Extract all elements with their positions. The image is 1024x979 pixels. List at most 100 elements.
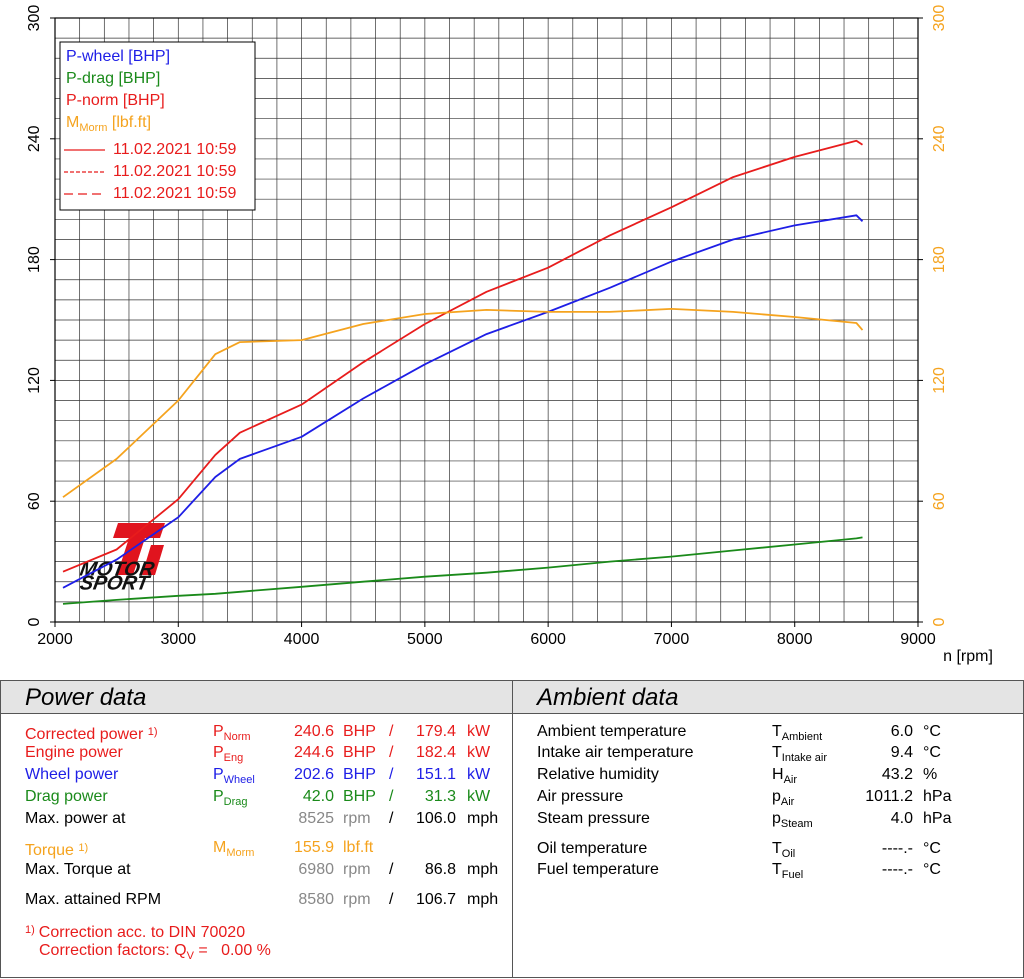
subscript: Oil bbox=[781, 848, 796, 860]
footnote: 1) Correction acc. to DIN 70020 bbox=[25, 921, 245, 942]
row-unit: °C bbox=[923, 840, 941, 857]
logo-text: SPORT bbox=[78, 572, 152, 594]
row-unit: BHP bbox=[343, 788, 376, 805]
row-unit: mph bbox=[467, 861, 499, 878]
subscript: Intake air bbox=[781, 752, 828, 764]
row-symbol: pSteam bbox=[772, 810, 813, 830]
x-tick-label: 2000 bbox=[37, 631, 73, 648]
row-sep: / bbox=[389, 723, 394, 740]
row-unit: °C bbox=[923, 723, 941, 740]
footnote-text: Correction acc. to DIN 70020 bbox=[38, 924, 246, 941]
row-sep: / bbox=[389, 766, 394, 783]
footnote-mark: 1) bbox=[147, 726, 158, 738]
series-line bbox=[62, 139, 863, 573]
legend-run-label: 11.02.2021 10:59 bbox=[113, 163, 236, 180]
row-label: Max. power at bbox=[25, 810, 126, 827]
subscript: Fuel bbox=[781, 869, 804, 881]
x-tick-label: 4000 bbox=[284, 631, 320, 648]
row-value: 43.2 bbox=[881, 766, 913, 783]
y-tick-label: 0 bbox=[26, 617, 43, 626]
y2-tick-label: 240 bbox=[931, 125, 948, 152]
series-line bbox=[62, 536, 863, 605]
row-value: 182.4 bbox=[415, 744, 456, 761]
row-unit: BHP bbox=[343, 766, 376, 783]
legend-name: M bbox=[66, 114, 79, 131]
row-value: 8525 bbox=[298, 810, 334, 827]
row-unit: rpm bbox=[343, 810, 371, 827]
row-label: Ambient temperature bbox=[537, 723, 687, 740]
y-tick-label: 60 bbox=[26, 492, 43, 510]
row-value: ----.- bbox=[881, 840, 913, 857]
row-value: 8580 bbox=[298, 891, 334, 908]
row-label: Intake air temperature bbox=[537, 744, 694, 761]
subscript: Steam bbox=[780, 818, 813, 830]
row-label: Max. Torque at bbox=[25, 861, 131, 878]
x-axis-label: n [rpm] bbox=[943, 648, 993, 665]
row-label: Relative humidity bbox=[537, 766, 659, 783]
legend-suffix: [lbf.ft] bbox=[107, 114, 151, 131]
row-unit: kW bbox=[467, 766, 491, 783]
legend-entry: P-norm [BHP] bbox=[66, 92, 165, 109]
series-line bbox=[62, 214, 864, 589]
row-value: 106.0 bbox=[415, 810, 456, 827]
subscript: Morm bbox=[226, 847, 255, 859]
x-tick-label: 8000 bbox=[777, 631, 813, 648]
subscript: Wheel bbox=[223, 774, 255, 786]
subscript: Drag bbox=[223, 796, 248, 808]
row-unit: °C bbox=[923, 744, 941, 761]
row-symbol: PEng bbox=[213, 744, 244, 764]
row-unit: °C bbox=[923, 861, 941, 878]
row-label: Max. attained RPM bbox=[25, 891, 162, 908]
row-unit: kW bbox=[467, 744, 491, 761]
row-value: 4.0 bbox=[890, 810, 913, 827]
row-symbol: PWheel bbox=[213, 766, 255, 786]
row-unit: hPa bbox=[923, 810, 952, 827]
y2-tick-label: 0 bbox=[931, 617, 948, 626]
row-unit: % bbox=[923, 766, 938, 783]
row-sep: / bbox=[389, 891, 394, 908]
row-sep: / bbox=[389, 744, 394, 761]
row-symbol: PNorm bbox=[213, 723, 251, 743]
row-unit: rpm bbox=[343, 861, 371, 878]
row-symbol: TOil bbox=[772, 840, 796, 860]
x-tick-label: 7000 bbox=[654, 631, 690, 648]
row-unit: kW bbox=[467, 723, 491, 740]
power-panel: Power data Corrected power 1) PNorm 240.6 B… bbox=[0, 680, 513, 978]
row-symbol: TAmbient bbox=[772, 723, 823, 743]
footnote-factors: Correction factors: QV = 0.00 % bbox=[39, 942, 271, 962]
row-value: 240.6 bbox=[293, 723, 334, 740]
row-value: 179.4 bbox=[415, 723, 456, 740]
row-symbol: MMorm bbox=[213, 839, 255, 859]
row-value: 202.6 bbox=[293, 766, 334, 783]
row-value: 6.0 bbox=[890, 723, 913, 740]
legend-name: P-drag [BHP] bbox=[66, 70, 160, 87]
row-value: 42.0 bbox=[302, 788, 334, 805]
row-sep: / bbox=[389, 861, 394, 878]
row-symbol: TIntake air bbox=[772, 744, 828, 764]
row-unit: rpm bbox=[343, 891, 371, 908]
row-value: 155.9 bbox=[293, 839, 334, 856]
footnote-mark: 1) bbox=[25, 924, 35, 936]
footnote-mark: 1) bbox=[78, 842, 89, 854]
legend-box bbox=[59, 41, 256, 211]
subscript: Ambient bbox=[781, 731, 823, 743]
row-value: 86.8 bbox=[424, 861, 456, 878]
row-label: Oil temperature bbox=[537, 840, 648, 857]
y-tick-label: 240 bbox=[26, 125, 43, 152]
subscript: Norm bbox=[223, 731, 251, 743]
legend-entry: P-drag [BHP] bbox=[66, 70, 160, 87]
series-line bbox=[62, 308, 864, 498]
row-symbol: HAir bbox=[772, 766, 798, 786]
row-value: 106.7 bbox=[415, 891, 456, 908]
row-value: 151.1 bbox=[415, 766, 456, 783]
power-header: Power data bbox=[1, 681, 512, 714]
plot-frame bbox=[54, 17, 919, 623]
row-label: Corrected power 1) bbox=[25, 726, 158, 743]
y-tick-label: 300 bbox=[26, 5, 43, 32]
row-unit: BHP bbox=[343, 744, 376, 761]
row-value: 9.4 bbox=[890, 744, 913, 761]
x-tick-label: 9000 bbox=[900, 631, 936, 648]
row-value: 6980 bbox=[298, 861, 334, 878]
subscript: Air bbox=[780, 796, 795, 808]
